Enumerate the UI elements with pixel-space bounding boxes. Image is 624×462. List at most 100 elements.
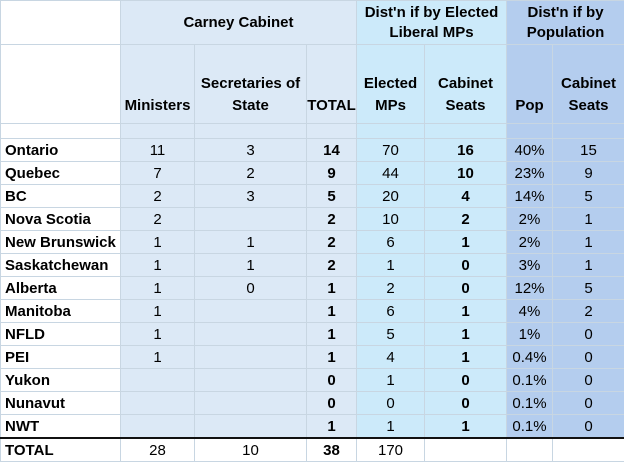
cell-elected-mps: 10 xyxy=(357,208,425,231)
cell-secretaries: 1 xyxy=(195,254,307,277)
province-label: Quebec xyxy=(1,162,121,185)
cell-seats-pop: 0 xyxy=(553,369,624,392)
cell-seats-pop: 5 xyxy=(553,185,624,208)
province-label: Nunavut xyxy=(1,392,121,415)
cell-elected-mps: 0 xyxy=(357,392,425,415)
header-elected-mps: Elected MPs xyxy=(357,45,425,124)
cell-ministers: 2 xyxy=(121,185,195,208)
cell-secretaries xyxy=(195,369,307,392)
header-ministers: Ministers xyxy=(121,45,195,124)
cell-total: 14 xyxy=(307,139,357,162)
province-label: Nova Scotia xyxy=(1,208,121,231)
province-label: Alberta xyxy=(1,277,121,300)
cell-seats-elected: 4 xyxy=(425,185,507,208)
group-population-distribution: Dist'n if by Population xyxy=(507,1,624,45)
cell-ministers: 7 xyxy=(121,162,195,185)
cell-secretaries xyxy=(195,208,307,231)
cell-total: 1 xyxy=(307,415,357,439)
cell-total: 1 xyxy=(307,323,357,346)
cell-total: 2 xyxy=(307,208,357,231)
cell-pop: 2% xyxy=(507,208,553,231)
province-label: Manitoba xyxy=(1,300,121,323)
total-ministers: 28 xyxy=(121,438,195,462)
cell-seats-pop: 9 xyxy=(553,162,624,185)
cell-secretaries xyxy=(195,346,307,369)
cell-pop: 0.1% xyxy=(507,392,553,415)
cell-total: 2 xyxy=(307,231,357,254)
cell-pop: 0.4% xyxy=(507,346,553,369)
cell-elected-mps: 6 xyxy=(357,300,425,323)
cell-ministers: 1 xyxy=(121,277,195,300)
cell-ministers: 2 xyxy=(121,208,195,231)
cell-seats-elected: 1 xyxy=(425,300,507,323)
cell-elected-mps: 5 xyxy=(357,323,425,346)
cell-seats-pop: 1 xyxy=(553,254,624,277)
cell-total: 1 xyxy=(307,300,357,323)
cell-ministers: 1 xyxy=(121,346,195,369)
total-seats-pop xyxy=(553,438,624,462)
group-elected-distribution: Dist'n if by Elected Liberal MPs xyxy=(357,1,507,45)
group-header-row: Carney Cabinet Dist'n if by Elected Libe… xyxy=(1,1,624,45)
cell-pop: 0.1% xyxy=(507,369,553,392)
cell-secretaries: 3 xyxy=(195,139,307,162)
cell-total: 9 xyxy=(307,162,357,185)
cell-seats-pop: 0 xyxy=(553,415,624,439)
cell-elected-mps: 70 xyxy=(357,139,425,162)
header-pop: Pop xyxy=(507,45,553,124)
cell-seats-pop: 1 xyxy=(553,231,624,254)
cell-pop: 12% xyxy=(507,277,553,300)
cell-seats-pop: 15 xyxy=(553,139,624,162)
province-label: Saskatchewan xyxy=(1,254,121,277)
cell-seats-elected: 16 xyxy=(425,139,507,162)
cell-secretaries: 0 xyxy=(195,277,307,300)
header-secretaries-of-state: Secretaries of State xyxy=(195,45,307,124)
cell-ministers xyxy=(121,369,195,392)
cell-pop: 4% xyxy=(507,300,553,323)
cell-secretaries: 1 xyxy=(195,231,307,254)
cell-pop: 23% xyxy=(507,162,553,185)
cell-elected-mps: 1 xyxy=(357,415,425,439)
cell-secretaries xyxy=(195,300,307,323)
cell-elected-mps: 1 xyxy=(357,254,425,277)
total-pop xyxy=(507,438,553,462)
cell-elected-mps: 44 xyxy=(357,162,425,185)
cell-ministers xyxy=(121,415,195,439)
province-label: New Brunswick xyxy=(1,231,121,254)
province-label: NFLD xyxy=(1,323,121,346)
cell-seats-elected: 1 xyxy=(425,323,507,346)
spacer-row xyxy=(1,124,624,139)
cell-seats-elected: 2 xyxy=(425,208,507,231)
cell-seats-pop: 1 xyxy=(553,208,624,231)
cell-ministers: 11 xyxy=(121,139,195,162)
cell-ministers: 1 xyxy=(121,254,195,277)
cell-seats-pop: 0 xyxy=(553,346,624,369)
cell-seats-pop: 2 xyxy=(553,300,624,323)
province-label: BC xyxy=(1,185,121,208)
cell-seats-pop: 0 xyxy=(553,323,624,346)
cell-elected-mps: 6 xyxy=(357,231,425,254)
cell-total: 0 xyxy=(307,392,357,415)
corner-cell xyxy=(1,1,121,45)
cell-total: 0 xyxy=(307,369,357,392)
cell-seats-elected: 10 xyxy=(425,162,507,185)
total-secretaries: 10 xyxy=(195,438,307,462)
cell-secretaries xyxy=(195,415,307,439)
header-cabinet-seats-pop: Cabinet Seats xyxy=(553,45,624,124)
cell-ministers xyxy=(121,392,195,415)
header-cabinet-seats-elected: Cabinet Seats xyxy=(425,45,507,124)
cell-seats-pop: 0 xyxy=(553,392,624,415)
cell-secretaries: 2 xyxy=(195,162,307,185)
cell-seats-elected: 1 xyxy=(425,346,507,369)
cell-secretaries xyxy=(195,392,307,415)
cell-seats-elected: 1 xyxy=(425,231,507,254)
